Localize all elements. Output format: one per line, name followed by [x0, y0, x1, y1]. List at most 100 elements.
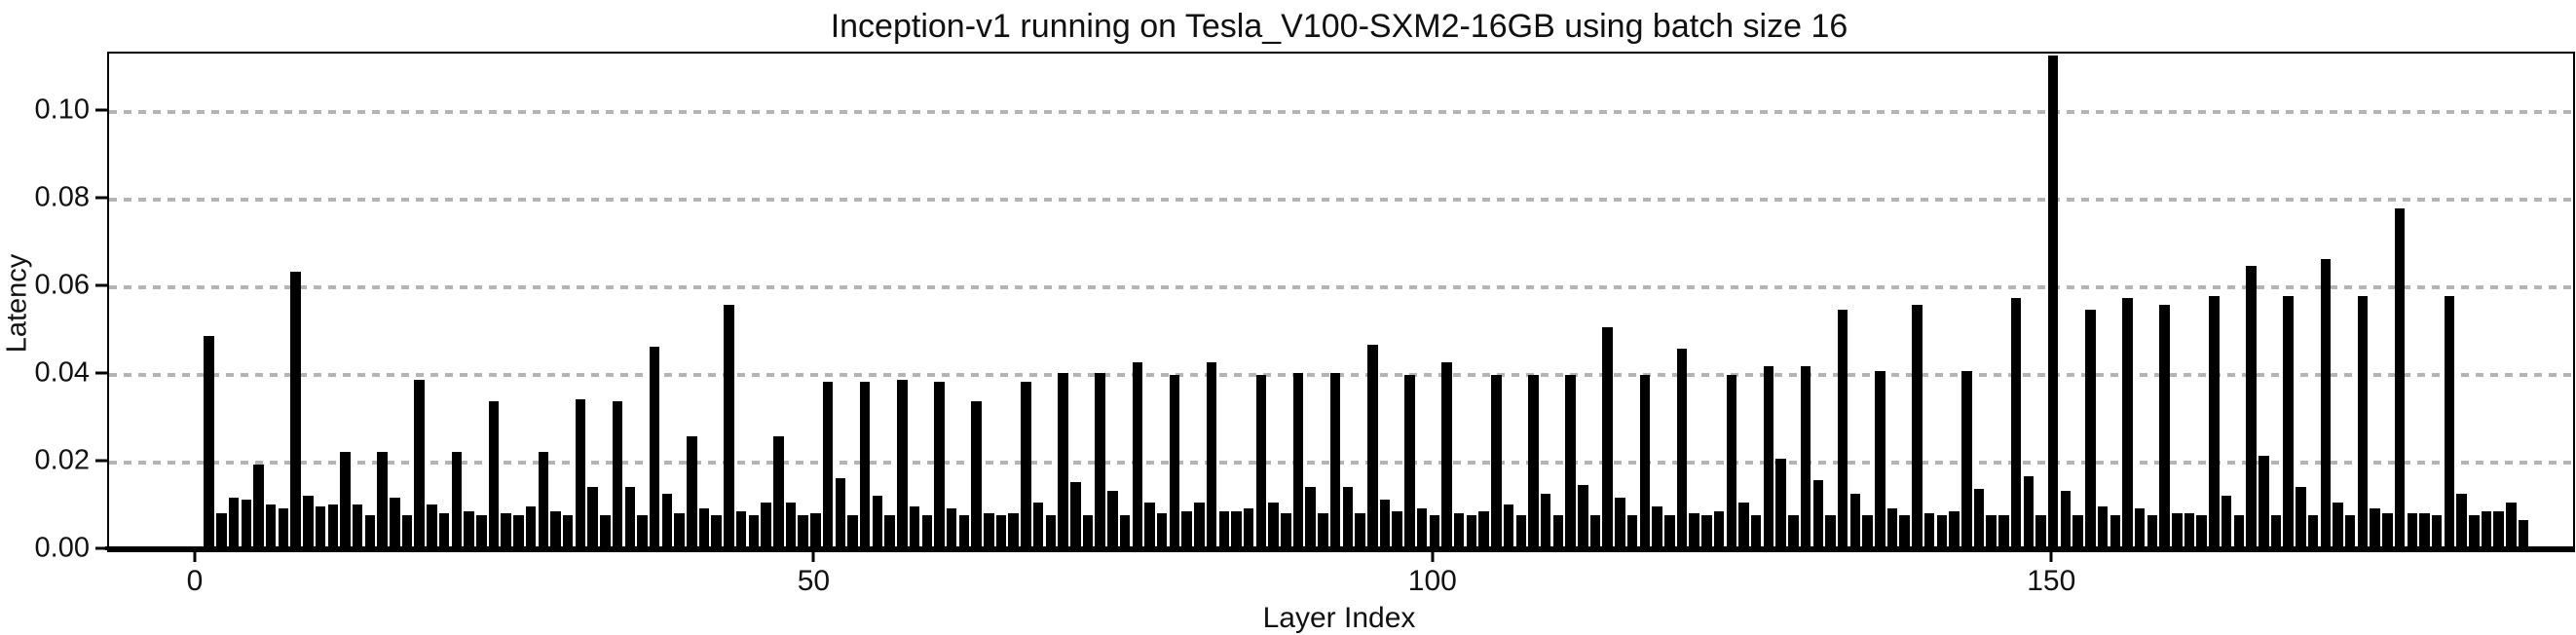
bar-layer-161: [2184, 512, 2195, 550]
bar-layer-23: [476, 515, 487, 550]
bar-layer-12: [340, 451, 351, 550]
bar-layer-11: [327, 504, 339, 550]
bar-layer-51: [822, 381, 834, 550]
bar-layer-115: [1615, 498, 1625, 550]
bar-layer-122: [1701, 515, 1712, 550]
bar-layer-167: [2259, 456, 2269, 550]
bar-layer-48: [785, 502, 797, 550]
bar-layer-165: [2233, 515, 2245, 550]
bar-layer-131: [1812, 480, 1824, 550]
bar-layer-66: [1008, 512, 1019, 550]
y-tick-mark: [95, 283, 107, 287]
bar-layer-25: [501, 512, 511, 550]
bar-layer-18: [414, 379, 425, 550]
bar-layer-174: [2344, 515, 2356, 550]
chart-title: Inception-v1 running on Tesla_V100-SXM2-…: [830, 8, 1848, 45]
bar-layer-9: [303, 495, 314, 550]
bar-layer-179: [2407, 512, 2418, 550]
bar-layer-111: [1565, 375, 1576, 550]
bar-layer-72: [1082, 515, 1094, 550]
bar-layer-88: [1281, 512, 1291, 550]
bar-layer-46: [761, 502, 771, 550]
bar-layer-159: [2159, 305, 2170, 550]
bar-layer-40: [687, 436, 697, 550]
x-tick-label-100: 100: [1407, 565, 1457, 597]
x-tick-label-0: 0: [186, 565, 204, 597]
bar-layer-142: [1949, 510, 1960, 550]
bar-layer-188: [2518, 519, 2529, 550]
x-tick-mark-50: [811, 550, 815, 562]
bar-layer-144: [1973, 489, 1985, 550]
bar-layer-3: [228, 498, 240, 550]
bar-layer-124: [1726, 375, 1737, 550]
bar-layer-54: [859, 381, 871, 550]
bar-layer-77: [1144, 502, 1155, 550]
bar-layer-28: [538, 451, 549, 550]
bar-layer-135: [1862, 515, 1873, 550]
bar-layer-152: [2072, 515, 2083, 550]
bar-layer-34: [612, 401, 623, 550]
bar-layer-68: [1032, 502, 1044, 550]
y-tick-label-0.10: 0.10: [34, 93, 90, 126]
bar-layer-2: [216, 512, 227, 550]
bar-layer-83: [1218, 510, 1230, 550]
x-tick-label-50: 50: [797, 565, 831, 597]
plot-area: [107, 52, 2575, 552]
bar-layer-37: [649, 346, 660, 550]
bar-layer-123: [1713, 510, 1725, 550]
bar-layer-21: [451, 451, 463, 550]
bar-layer-67: [1021, 381, 1031, 550]
bar-layer-168: [2270, 515, 2282, 550]
bar-layer-143: [1961, 370, 1972, 550]
bar-layer-112: [1578, 484, 1588, 550]
bar-layer-148: [2023, 475, 2035, 550]
bar-layer-35: [624, 486, 636, 550]
bar-layer-184: [2469, 515, 2480, 550]
bar-layer-76: [1132, 361, 1143, 550]
bar-layer-114: [1602, 326, 1613, 550]
bar-layer-42: [711, 515, 722, 550]
bar-layer-73: [1095, 372, 1105, 550]
bar-layer-100: [1429, 515, 1440, 550]
bar-layer-120: [1676, 349, 1688, 550]
bar-layer-26: [513, 515, 524, 550]
bar-layer-82: [1206, 361, 1217, 550]
bar-layer-151: [2060, 491, 2072, 550]
bar-layer-101: [1441, 361, 1452, 550]
bar-layer-186: [2493, 510, 2504, 550]
bar-layer-93: [1342, 486, 1354, 550]
bar-layer-5: [253, 465, 264, 550]
bar-layer-172: [2320, 258, 2332, 550]
bar-layer-138: [1899, 515, 1910, 550]
bar-layer-134: [1849, 493, 1861, 550]
bar-layer-92: [1329, 372, 1341, 550]
bar-layer-137: [1886, 508, 1898, 550]
gridline-y-0.06: [109, 285, 2573, 290]
y-tick-label-0.04: 0.04: [34, 356, 90, 389]
bar-layer-104: [1478, 510, 1489, 550]
bar-layer-39: [674, 512, 685, 550]
bar-layer-166: [2246, 265, 2257, 550]
bar-layer-160: [2172, 512, 2183, 550]
bar-layer-41: [698, 508, 710, 550]
y-tick-label-0.06: 0.06: [34, 269, 90, 301]
bar-layer-27: [525, 506, 537, 550]
y-tick-mark: [95, 108, 107, 112]
bar-layer-130: [1800, 366, 1811, 550]
bar-layer-85: [1243, 508, 1254, 550]
bar-layer-187: [2506, 502, 2517, 550]
bar-layer-146: [1998, 515, 2009, 550]
bar-layer-176: [2370, 508, 2380, 550]
bar-layer-98: [1404, 375, 1415, 550]
bar-layer-147: [2010, 298, 2022, 550]
bar-layer-106: [1503, 504, 1514, 550]
bar-layer-121: [1689, 512, 1699, 550]
bar-layer-31: [575, 398, 586, 550]
y-tick-label-0.00: 0.00: [34, 532, 90, 564]
bar-layer-141: [1936, 515, 1948, 550]
bar-layer-19: [427, 504, 437, 550]
bar-layer-94: [1355, 512, 1365, 550]
x-tick-label-150: 150: [2027, 565, 2076, 597]
bar-layer-71: [1070, 482, 1081, 550]
